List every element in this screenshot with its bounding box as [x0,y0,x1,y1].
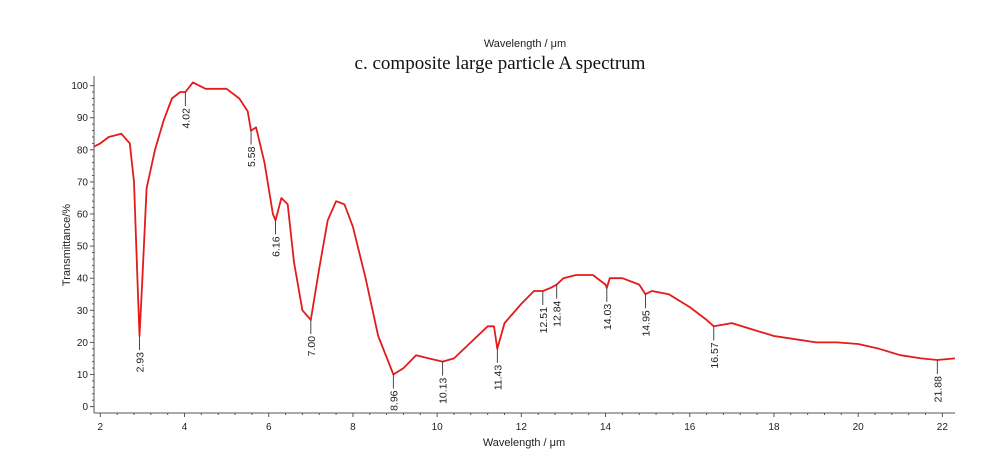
y-tick-label-90: 90 [77,113,89,124]
peak-label-6.16: 6.16 [270,236,282,257]
y-tick-label-80: 80 [77,145,89,156]
y-tick-label-20: 20 [77,338,89,349]
x-tick-label-10: 10 [432,422,444,433]
y-axis-ticks: 0 10 20 30 40 50 60 70 80 90 100 [71,81,94,413]
y-axis-label: Transmittance/% [61,204,73,286]
x-tick-label-22: 22 [937,422,949,433]
x-tick-label-14: 14 [600,422,612,433]
x-tick-label-20: 20 [853,422,865,433]
x-tick-label-4: 4 [182,422,188,433]
top-wavelength-label: Wavelength / μm [484,38,566,50]
x-axis-label: Wavelength / μm [483,437,565,449]
peak-label-16.57: 16.57 [709,342,721,368]
y-tick-label-60: 60 [77,210,89,221]
peak-label-12.84: 12.84 [552,300,564,326]
x-tick-label-16: 16 [684,422,696,433]
y-tick-label-0: 0 [82,402,88,413]
y-tick-label-70: 70 [77,177,89,188]
peak-label-10.13: 10.13 [438,377,450,403]
y-tick-label-50: 50 [77,242,89,253]
x-tick-label-8: 8 [350,422,356,433]
chart-title: c. composite large particle A spectrum [355,53,646,74]
x-tick-label-6: 6 [266,422,272,433]
y-tick-label-10: 10 [77,370,89,381]
x-tick-label-18: 18 [768,422,780,433]
peak-label-7.00: 7.00 [306,336,318,357]
peak-label-4.02: 4.02 [180,108,192,129]
peak-label-14.95: 14.95 [641,310,653,336]
peak-label-8.96: 8.96 [388,390,400,411]
peak-label-21.88: 21.88 [932,376,944,402]
x-axis-ticks: 2 4 6 8 10 12 14 16 18 20 22 [98,413,949,433]
series-line [93,81,956,376]
peak-label-11.43: 11.43 [492,365,504,391]
y-tick-label-100: 100 [71,81,88,92]
y-tick-label-30: 30 [77,306,89,317]
peak-label-14.03: 14.03 [602,304,614,330]
x-tick-label-2: 2 [98,422,104,433]
x-tick-label-12: 12 [516,422,528,433]
peak-label-2.93: 2.93 [134,352,146,373]
peak-label-5.58: 5.58 [246,146,258,167]
y-tick-label-40: 40 [77,274,89,285]
peak-label-12.51: 12.51 [538,307,550,333]
